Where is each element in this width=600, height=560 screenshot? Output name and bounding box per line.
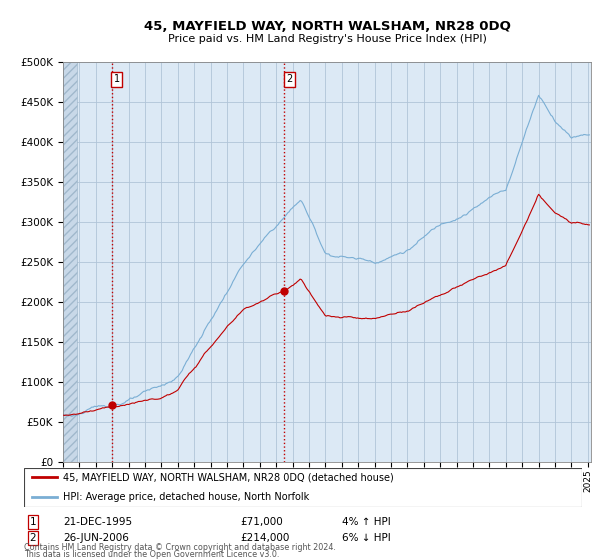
Text: 2: 2 bbox=[29, 533, 37, 543]
Text: 6% ↓ HPI: 6% ↓ HPI bbox=[342, 533, 391, 543]
Text: 2: 2 bbox=[286, 74, 292, 84]
Text: 45, MAYFIELD WAY, NORTH WALSHAM, NR28 0DQ (detached house): 45, MAYFIELD WAY, NORTH WALSHAM, NR28 0D… bbox=[63, 473, 394, 482]
Text: 4% ↑ HPI: 4% ↑ HPI bbox=[342, 517, 391, 527]
Text: Price paid vs. HM Land Registry's House Price Index (HPI): Price paid vs. HM Land Registry's House … bbox=[167, 34, 487, 44]
Text: This data is licensed under the Open Government Licence v3.0.: This data is licensed under the Open Gov… bbox=[24, 550, 280, 559]
Text: 1: 1 bbox=[113, 74, 119, 84]
FancyBboxPatch shape bbox=[24, 468, 582, 507]
Text: 1: 1 bbox=[29, 517, 37, 527]
Text: 26-JUN-2006: 26-JUN-2006 bbox=[63, 533, 129, 543]
Bar bbox=[63, 62, 77, 462]
Text: 21-DEC-1995: 21-DEC-1995 bbox=[63, 517, 132, 527]
Text: Contains HM Land Registry data © Crown copyright and database right 2024.: Contains HM Land Registry data © Crown c… bbox=[24, 543, 336, 552]
Text: £214,000: £214,000 bbox=[240, 533, 289, 543]
Text: £71,000: £71,000 bbox=[240, 517, 283, 527]
Text: 45, MAYFIELD WAY, NORTH WALSHAM, NR28 0DQ: 45, MAYFIELD WAY, NORTH WALSHAM, NR28 0D… bbox=[143, 20, 511, 32]
Text: HPI: Average price, detached house, North Norfolk: HPI: Average price, detached house, Nort… bbox=[63, 492, 310, 502]
Bar bbox=[63, 62, 77, 462]
